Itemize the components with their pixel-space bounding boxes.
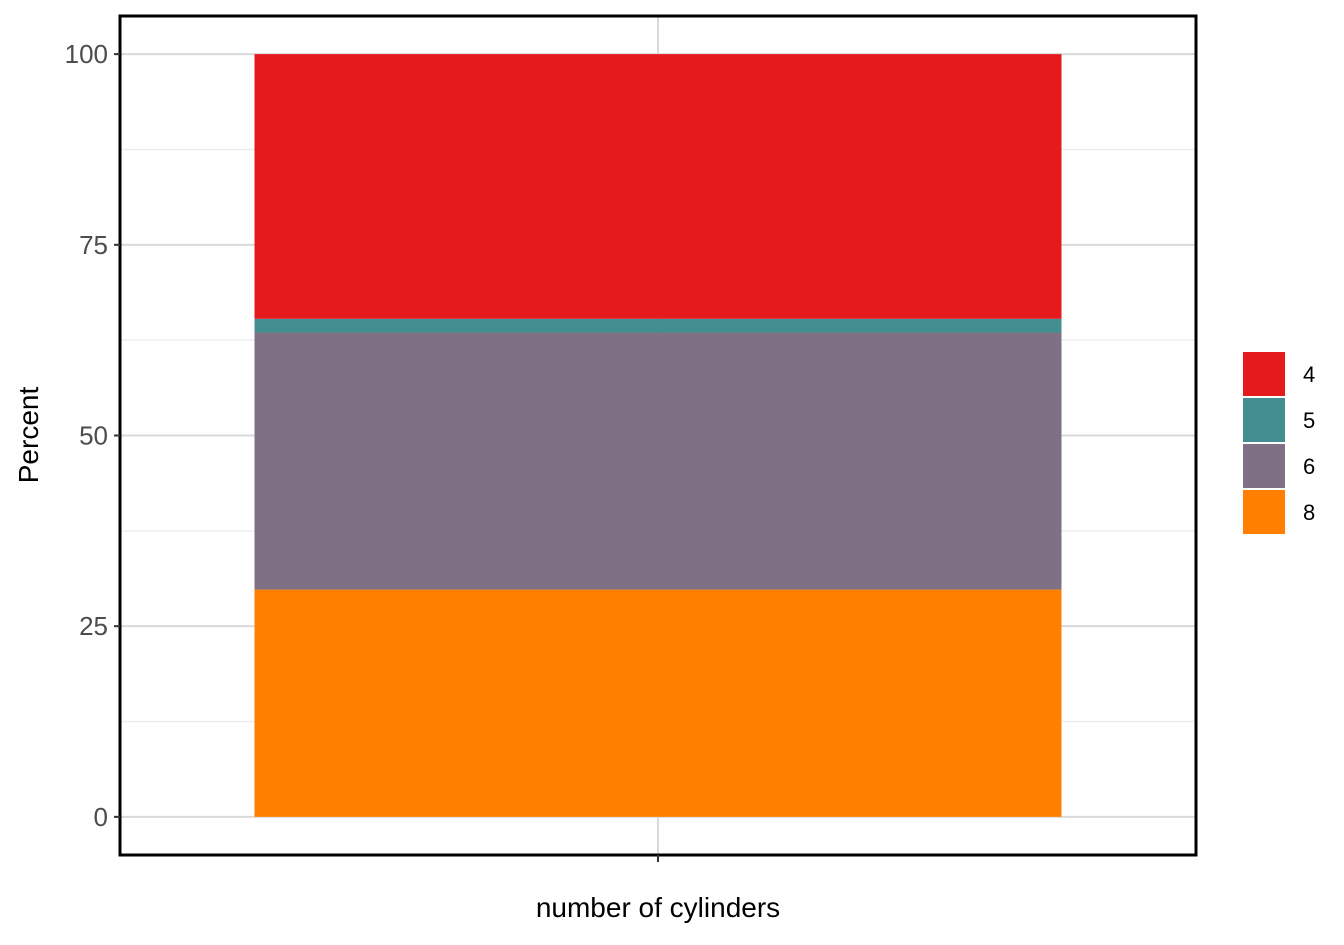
y-axis-title: Percent	[13, 387, 44, 484]
x-axis-title: number of cylinders	[536, 892, 780, 923]
y-tick-label: 25	[79, 611, 108, 641]
legend-key-8	[1241, 488, 1287, 536]
bar-segment-4	[254, 54, 1062, 319]
legend-label-4: 4	[1303, 362, 1315, 387]
y-tick-label: 0	[94, 802, 108, 832]
legend: 4 5 6 8	[1241, 350, 1315, 536]
legend-label-5: 5	[1303, 408, 1315, 433]
legend-key-4	[1241, 350, 1287, 398]
y-tick-label: 100	[65, 39, 108, 69]
bar-segment-8	[254, 589, 1062, 817]
y-tick-label: 75	[79, 230, 108, 260]
legend-label-8: 8	[1303, 500, 1315, 525]
y-tick-label: 50	[79, 421, 108, 451]
axis-layer: 0 25 50 75 100	[65, 39, 659, 862]
legend-key-6	[1241, 442, 1287, 490]
legend-label-6: 6	[1303, 454, 1315, 479]
legend-key-5	[1241, 396, 1287, 444]
bars-layer	[254, 54, 1062, 817]
bar-segment-6	[254, 332, 1062, 590]
bar-segment-5	[254, 318, 1062, 333]
